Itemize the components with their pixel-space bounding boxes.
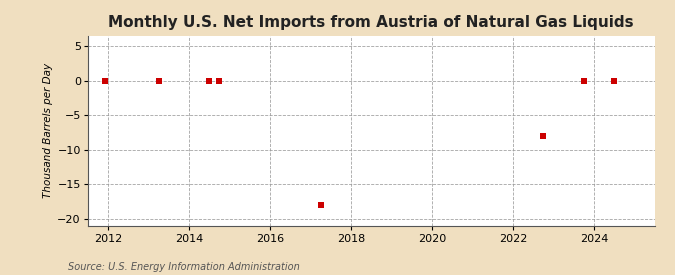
Point xyxy=(214,78,225,83)
Point xyxy=(609,78,620,83)
Point xyxy=(578,78,589,83)
Point xyxy=(538,134,549,138)
Y-axis label: Thousand Barrels per Day: Thousand Barrels per Day xyxy=(43,63,53,198)
Text: Source: U.S. Energy Information Administration: Source: U.S. Energy Information Administ… xyxy=(68,262,299,272)
Point xyxy=(315,203,326,207)
Point xyxy=(153,78,164,83)
Point xyxy=(204,78,215,83)
Point xyxy=(99,78,110,83)
Title: Monthly U.S. Net Imports from Austria of Natural Gas Liquids: Monthly U.S. Net Imports from Austria of… xyxy=(109,15,634,31)
